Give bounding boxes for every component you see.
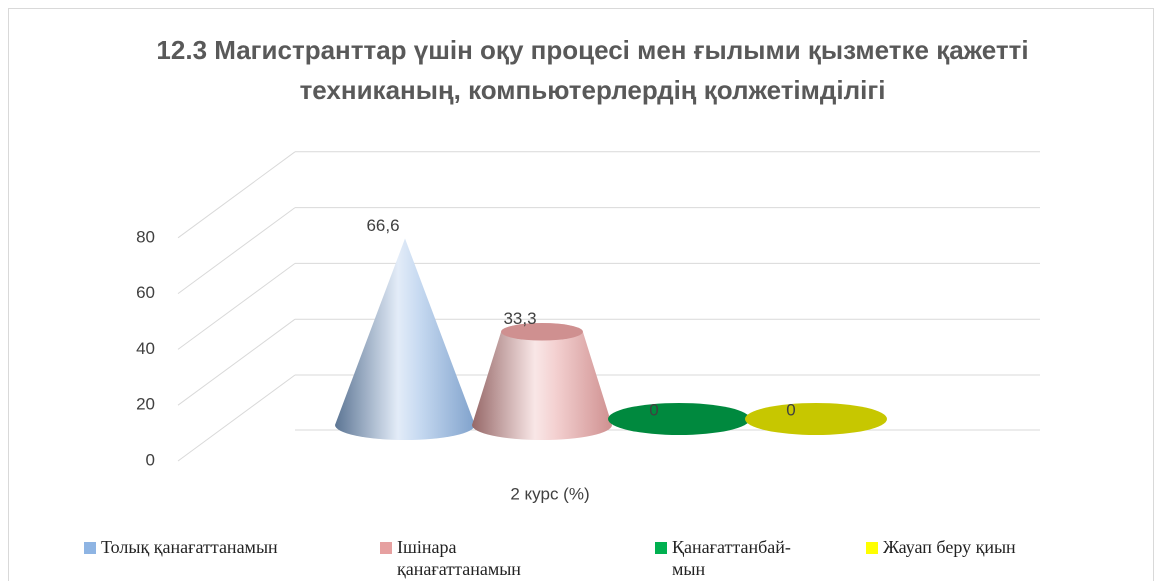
legend-item: Толық қанағаттанамын [84, 536, 344, 558]
y-tick-label: 60 [136, 283, 155, 302]
legend-item: Ішінара қанағаттанамын [380, 536, 521, 580]
legend-label: Жауап беру қиын [883, 537, 1016, 557]
x-tick-label: 2 курс (%) [510, 484, 589, 503]
y-tick-label: 40 [136, 339, 155, 358]
data-label: 66,6 [366, 216, 399, 235]
y-tick-label: 20 [136, 395, 155, 414]
legend-item: Жауап беру қиын [866, 536, 1126, 558]
legend-item: Қанағаттанбай-мын [655, 536, 795, 580]
y-tick-label: 0 [146, 450, 155, 469]
grid-line [177, 318, 296, 406]
grid-line [177, 262, 296, 350]
data-label: 33,3 [503, 309, 536, 328]
y-tick-label: 80 [136, 227, 155, 246]
legend-label: Толық қанағаттанамын [101, 537, 278, 557]
cone [608, 403, 750, 435]
cone-top [501, 323, 583, 341]
data-label: 0 [786, 400, 795, 419]
chart-title: 12.3 Магистранттар үшін оқу процесі мен … [156, 35, 1029, 105]
chart-border [8, 8, 1154, 581]
grid-line [177, 207, 296, 295]
legend-label: Қанағаттанбай-мын [672, 537, 791, 579]
legend-swatch [84, 542, 96, 554]
legend-swatch [380, 542, 392, 554]
data-label: 0 [649, 400, 658, 419]
legend-swatch [866, 542, 878, 554]
legend-label: Ішінара қанағаттанамын [397, 537, 521, 579]
grid-line [177, 374, 296, 462]
legend-swatch [655, 542, 667, 554]
cone [745, 403, 887, 435]
grid-line [177, 151, 296, 239]
cone [335, 238, 475, 440]
cone [472, 323, 612, 440]
